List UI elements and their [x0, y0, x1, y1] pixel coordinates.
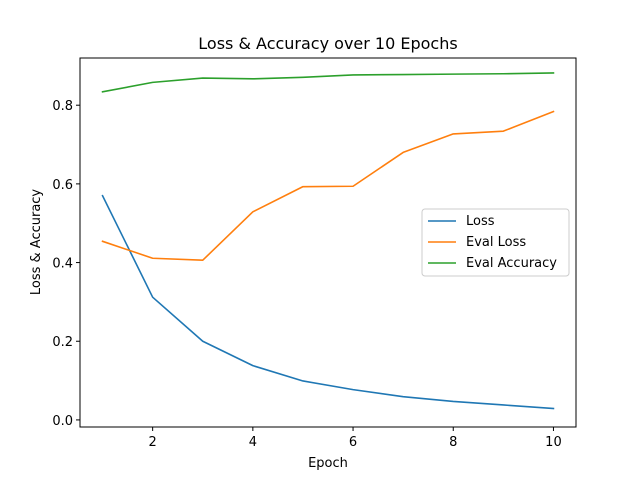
x-axis-label: Epoch	[308, 456, 348, 471]
series-line-2	[101, 110, 555, 262]
plot-area: 2 4 6 8 10 0.0 0.2 0.4 0.6 0.8	[52, 57, 577, 450]
x-tick-label: 10	[545, 435, 562, 450]
legend-box	[421, 208, 570, 277]
y-tick-label: 0.6	[52, 178, 73, 193]
legend-label: Loss	[466, 214, 495, 229]
x-tick-label: 4	[249, 435, 257, 450]
chart-title: Loss & Accuracy over 10 Epochs	[198, 34, 457, 53]
y-tick-label: 0.4	[52, 257, 73, 272]
axes-frame	[79, 57, 577, 428]
y-tick-label: 0.2	[52, 335, 73, 350]
legend-label: Eval Accuracy	[466, 256, 557, 271]
x-tick-label: 8	[449, 435, 457, 450]
y-axis-label: Loss & Accuracy	[29, 189, 44, 296]
y-tick-label: 0.8	[52, 99, 73, 114]
series-line-3	[101, 72, 555, 93]
series-line-1	[101, 194, 555, 410]
legend: Loss Eval Loss Eval Accuracy	[421, 208, 570, 277]
legend-label: Eval Loss	[466, 235, 526, 250]
y-tick-label: 0.0	[52, 414, 73, 429]
x-tick-label: 6	[349, 435, 357, 450]
x-tick-label: 2	[149, 435, 157, 450]
